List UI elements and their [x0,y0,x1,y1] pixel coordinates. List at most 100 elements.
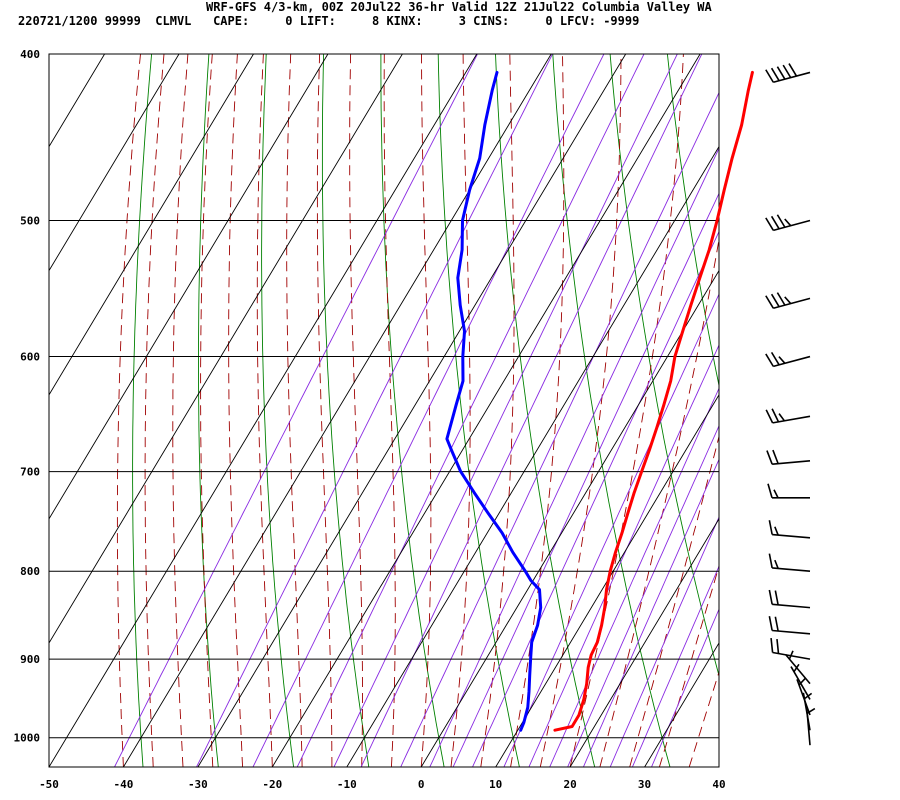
wind-barb [768,589,811,609]
dry-adiabat-line [495,54,596,767]
chart-header-line-1: WRF-GFS 4/3-km, 00Z 20Jul22 36-hr Valid … [206,0,712,14]
wind-barb-feather [784,296,792,305]
wind-barb-feather [776,292,786,306]
y-tick-label: 400 [20,48,40,61]
moist-adiabat-line [480,54,515,767]
x-tick-label: 0 [418,778,425,791]
y-tick-label: 1000 [14,732,41,745]
mixing-ratio-line [609,516,719,767]
wind-barb [765,351,811,368]
wind-barb-shaft [773,71,811,84]
wind-barb-shaft [772,629,811,635]
y-tick-label: 800 [20,565,40,578]
moist-adiabat-line [349,54,363,767]
dry-adiabat-line [261,54,295,767]
dry-adiabat-line [380,54,445,767]
moist-adiabat-line [688,670,719,767]
mixing-ratio-line [582,458,719,767]
dry-adiabat-line [198,54,219,767]
mixing-ratio-line [114,54,478,767]
isotherm-line [420,269,719,767]
mixing-ratio-line [400,91,719,767]
moist-adiabat-line [316,54,333,767]
dry-adiabat-line [552,54,671,767]
x-tick-label: 10 [489,778,502,791]
isotherm-line [49,54,105,148]
x-tick-label: 40 [712,778,725,791]
moist-adiabat-line [172,54,189,767]
moist-adiabat-line [749,54,900,767]
wind-barb-feather [776,66,786,80]
wind-barb-feather [778,356,786,364]
moist-adiabat-line [420,54,432,767]
mixing-ratio-line [429,147,719,767]
isotherm-line [123,54,552,767]
dry-adiabat-line [897,54,900,767]
dry-adiabat-line [782,54,900,767]
x-tick-label: -50 [39,778,59,791]
wind-barb-feather [774,590,779,605]
wind-barb [765,214,811,232]
x-tick-label: -40 [114,778,134,791]
moist-adiabat-line [286,54,303,767]
wind-barb-feather [806,707,816,714]
moist-adiabat-line [599,237,719,767]
moist-adiabat-line [658,564,719,767]
wind-barb-feather [770,215,780,230]
isotherm-line [197,54,627,767]
wind-barb-feather [771,408,780,423]
mixing-ratio-line [651,608,719,767]
wind-barb-feather [768,520,773,535]
isotherm-line [49,54,254,396]
y-tick-label: 500 [20,215,40,228]
moist-adiabat-line [510,54,565,767]
y-tick-label: 700 [20,466,40,479]
y-tick-label: 600 [20,351,40,364]
wind-barb-feather [768,553,773,569]
mixing-ratio-line [252,54,605,767]
wind-barb-feather [770,351,780,366]
wind-barb-feather [770,637,774,653]
mixing-ratio-line [503,293,719,767]
isotherm-line [49,54,478,767]
wind-barb-feather [770,293,780,308]
wind-barb-feather [784,218,792,227]
wind-barb-feather [765,409,774,424]
mixing-ratio-line [472,230,719,767]
dry-adiabat-line [132,54,153,767]
wind-barb-shaft [773,219,811,232]
moist-adiabat-line [383,54,396,767]
isotherm-line [271,54,701,767]
dry-adiabat-line [725,54,896,767]
dry-adiabat-line [666,54,719,388]
moist-adiabat-line [116,54,141,767]
wind-barb-feather [765,217,774,231]
wind-barb-feather [776,638,780,654]
wind-barb-feather [773,489,779,499]
isotherm-line [495,393,719,767]
isotherm-line [346,145,719,767]
wind-barb-feather [782,64,792,79]
wind-barb-feather [788,650,794,660]
wind-barb-shaft [772,603,811,609]
wind-barb-feather [765,353,774,367]
wind-barb-shaft [772,460,811,465]
moist-adiabat-line [569,54,684,767]
dewpoint-trace [445,70,543,732]
wind-barb [768,520,811,539]
wind-barb-feather [788,63,798,77]
dry-adiabat-line [321,54,370,767]
wind-barb [765,292,811,309]
wind-barb-shaft [805,707,811,746]
wind-barb-feather [798,677,806,686]
isotherm-line [49,54,180,272]
wind-barb [766,449,811,465]
mixing-ratio-line [528,344,719,767]
moist-adiabat-line [450,54,471,767]
isotherm-line [569,517,719,767]
moist-adiabat-line [256,54,273,767]
wind-barb-feather [768,616,773,631]
wind-barb [767,483,810,499]
wind-barb-shaft [772,533,811,539]
dry-adiabat-line [609,54,719,678]
